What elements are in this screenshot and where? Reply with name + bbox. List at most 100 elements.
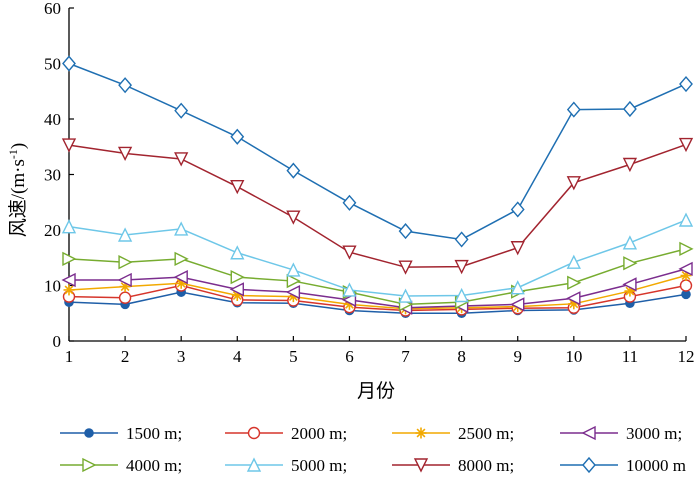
data-point	[679, 241, 694, 257]
data-point	[174, 221, 189, 236]
data-point	[63, 284, 75, 296]
data-point	[678, 137, 694, 153]
y-tick-label: 50	[44, 55, 61, 74]
legend-item: 3000 m;	[560, 424, 682, 443]
data-point	[566, 101, 581, 118]
data-point	[342, 194, 357, 211]
data-point	[454, 231, 469, 248]
x-tick-label: 5	[289, 347, 298, 366]
data-point	[623, 256, 638, 271]
x-tick-label: 4	[233, 347, 242, 366]
series-8	[62, 55, 693, 248]
data-point	[342, 245, 357, 260]
data-point	[622, 100, 637, 118]
legend-marker	[82, 457, 97, 473]
data-point	[62, 55, 76, 72]
data-point	[510, 297, 525, 312]
data-point	[678, 212, 694, 227]
data-point	[61, 138, 77, 153]
legend-item: 4000 m;	[60, 456, 182, 475]
legend-marker	[84, 428, 94, 438]
y-axis-title: 风速/(m·s-1)	[6, 143, 29, 237]
legend-marker	[581, 425, 596, 441]
data-point	[454, 287, 469, 303]
data-point	[230, 270, 245, 285]
data-point	[510, 280, 525, 295]
data-point	[622, 277, 637, 292]
legend-label: 8000 m;	[458, 456, 514, 475]
data-point	[285, 285, 301, 300]
data-point	[398, 223, 413, 240]
data-point	[510, 201, 525, 218]
data-point	[230, 245, 245, 260]
legend-marker	[246, 457, 262, 472]
data-point	[341, 292, 357, 308]
x-tick-label: 10	[565, 347, 582, 366]
data-point	[398, 260, 413, 275]
y-tick-label: 60	[44, 0, 61, 18]
data-point	[566, 176, 581, 191]
data-point	[566, 254, 581, 269]
legend-marker	[582, 456, 596, 474]
data-point	[678, 261, 693, 276]
data-point	[229, 282, 244, 297]
x-tick-label: 3	[177, 347, 186, 366]
x-tick-label: 7	[401, 347, 410, 366]
data-point	[230, 128, 245, 145]
data-point	[286, 262, 301, 277]
series-line	[68, 62, 687, 241]
data-point	[286, 162, 301, 179]
y-tick-label: 10	[44, 277, 61, 296]
legend-label: 3000 m;	[626, 424, 682, 443]
data-point	[286, 210, 301, 225]
data-point	[117, 227, 133, 242]
series-line	[68, 143, 687, 268]
data-point	[61, 219, 77, 234]
legend-item: 8000 m;	[392, 456, 514, 475]
legend-item: 10000 m	[560, 456, 686, 475]
series-line	[69, 268, 687, 309]
x-tick-label: 12	[678, 347, 695, 366]
x-tick-label: 11	[622, 347, 638, 366]
legend-label: 1500 m;	[126, 424, 182, 443]
legend-label: 2000 m;	[291, 424, 347, 443]
asterisk-stroke	[416, 428, 426, 438]
series-6	[61, 212, 694, 303]
x-tick-label: 1	[65, 347, 74, 366]
data-point	[567, 275, 582, 290]
data-point	[118, 77, 133, 94]
legend-marker	[415, 427, 427, 439]
data-point	[61, 272, 76, 288]
legend-label: 10000 m	[626, 456, 686, 475]
data-point	[454, 259, 469, 275]
legend-item: 1500 m;	[60, 424, 182, 443]
data-point	[174, 152, 189, 167]
x-tick-label: 8	[457, 347, 466, 366]
x-axis-title: 月份	[357, 380, 395, 402]
legend: 1500 m; 2000 m; 2500 m; 3000 m; 4000 m; 5000 …	[60, 424, 686, 475]
data-point	[566, 291, 581, 306]
data-point	[510, 241, 525, 256]
y-axis-title-text: 风速/(m·s	[7, 159, 29, 237]
data-point	[118, 255, 133, 270]
x-tick-label: 2	[121, 347, 130, 366]
legend-label: 5000 m;	[291, 456, 347, 475]
legend-label: 2500 m;	[458, 424, 514, 443]
legend-marker	[247, 426, 261, 440]
legend-marker	[413, 458, 429, 473]
data-point	[117, 272, 132, 288]
series-line	[68, 284, 687, 312]
x-tick-label: 9	[513, 347, 522, 366]
legend-label: 4000 m;	[126, 456, 182, 475]
data-point	[286, 273, 301, 289]
series-layer	[61, 55, 694, 319]
legend-item: 5000 m;	[225, 456, 347, 475]
legend-item: 2000 m;	[225, 424, 347, 443]
data-point	[118, 291, 132, 304]
series-line	[68, 274, 687, 310]
data-point	[398, 288, 413, 303]
legend-item: 2500 m;	[392, 424, 514, 443]
data-point	[622, 235, 638, 250]
